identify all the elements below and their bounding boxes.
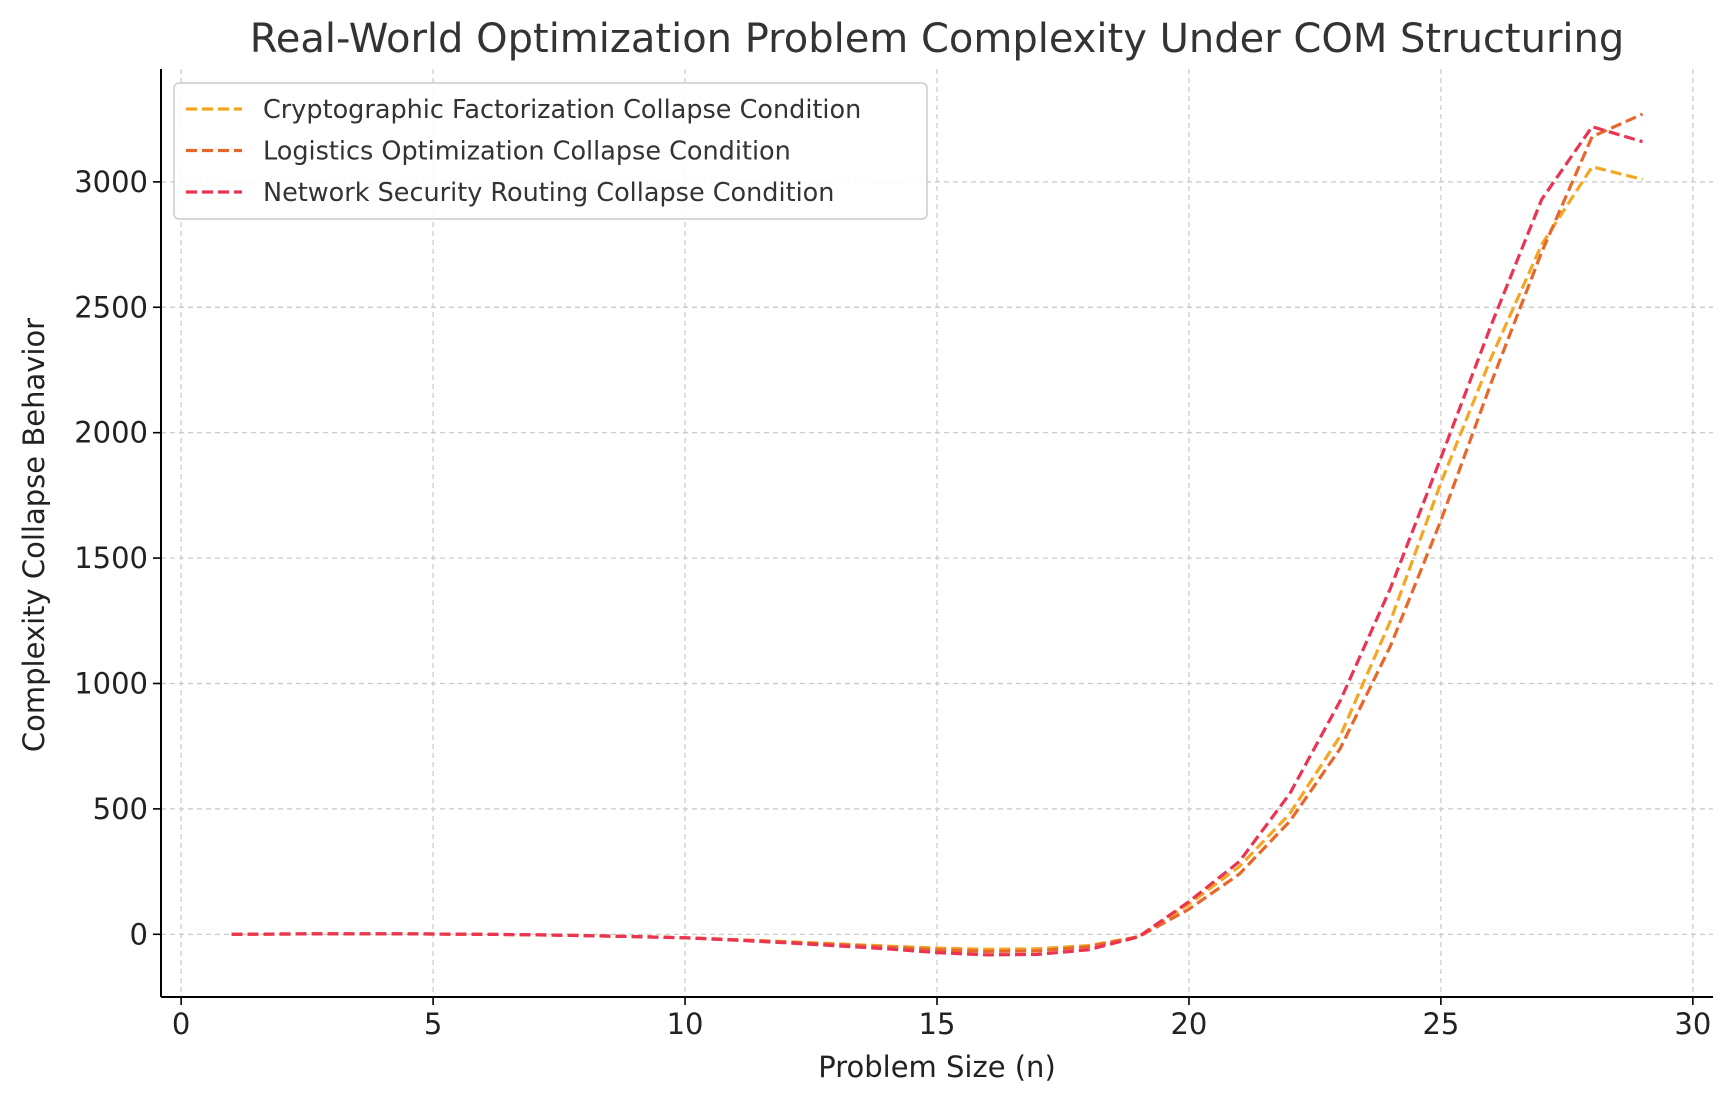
- legend-label: Network Security Routing Collapse Condit…: [263, 178, 834, 208]
- legend: Cryptographic Factorization Collapse Con…: [173, 82, 928, 220]
- x-tick-label: 0: [172, 1007, 190, 1041]
- y-tick-label: 1000: [74, 666, 148, 700]
- x-tick-label: 20: [1170, 1007, 1207, 1041]
- legend-item: Cryptographic Factorization Collapse Con…: [186, 95, 861, 125]
- series-lines: [231, 112, 1644, 957]
- y-axis-label: Complexity Collapse Behavior: [17, 318, 51, 752]
- legend-item: Network Security Routing Collapse Condit…: [186, 178, 834, 208]
- y-tick-label: 2000: [74, 416, 148, 450]
- series-line-2: [231, 112, 1644, 954]
- series-line-3: [231, 125, 1643, 957]
- y-tick-label: 3000: [74, 165, 148, 199]
- x-ticks: 0 5 10 15 20 25 30: [172, 997, 1711, 1041]
- y-ticks: 0 500 1000 1500 2000 2500 3000: [74, 165, 161, 951]
- x-axis-label: Problem Size (n): [818, 1050, 1056, 1084]
- y-tick-label: 2500: [74, 290, 148, 324]
- x-tick-label: 25: [1422, 1007, 1459, 1041]
- y-tick-label: 0: [130, 917, 148, 951]
- legend-item: Logistics Optimization Collapse Conditio…: [186, 137, 791, 167]
- legend-label: Logistics Optimization Collapse Conditio…: [263, 137, 791, 167]
- series-line-1: [231, 165, 1643, 951]
- chart-title: Real-World Optimization Problem Complexi…: [250, 16, 1625, 62]
- x-tick-label: 5: [424, 1007, 442, 1041]
- gridlines: [161, 69, 1713, 997]
- y-tick-label: 500: [93, 792, 148, 826]
- x-tick-label: 10: [667, 1007, 704, 1041]
- x-tick-label: 15: [919, 1007, 956, 1041]
- legend-label: Cryptographic Factorization Collapse Con…: [263, 95, 861, 125]
- legend-box: [173, 82, 928, 220]
- y-tick-label: 1500: [74, 541, 148, 575]
- x-tick-label: 30: [1674, 1007, 1711, 1041]
